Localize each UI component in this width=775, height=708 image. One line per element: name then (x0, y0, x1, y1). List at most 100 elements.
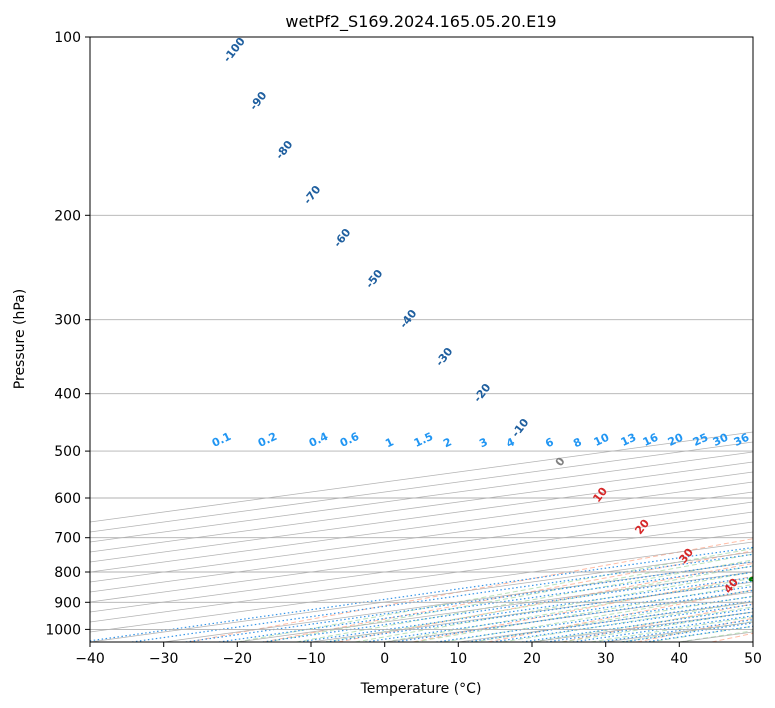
y-tick-label: 1000 (45, 622, 81, 638)
isotherm (679, 631, 753, 642)
isotherm (531, 611, 753, 642)
mixing-ratio-line (185, 561, 753, 642)
isotherm (90, 531, 753, 623)
x-tick-label: −40 (75, 651, 105, 667)
mixing-ratio-label: 10 (592, 431, 612, 449)
isotherm-label: -90 (247, 89, 270, 113)
x-tick-label: 0 (380, 651, 389, 667)
mixing-ratio-label: 1 (383, 435, 395, 450)
x-tick-label: 10 (449, 651, 467, 667)
dry-adiabat (412, 575, 753, 642)
y-tick-label: 400 (54, 387, 81, 403)
moist-adiabat (561, 611, 753, 642)
mixing-ratio-label: 3 (477, 435, 489, 450)
moist-adiabat (649, 625, 753, 642)
mixing-ratio-label: 36 (732, 431, 752, 449)
isotherm (90, 511, 753, 603)
isotherm-label: -10 (509, 416, 532, 440)
moist-adiabat (473, 595, 753, 642)
isotherm (384, 591, 753, 642)
isotherm-label: -70 (301, 183, 324, 207)
dry-adiabat (636, 617, 753, 642)
mixing-ratio-label: 1.5 (412, 430, 435, 450)
isotherm-label: -20 (471, 381, 494, 405)
y-tick-label: 100 (54, 30, 81, 46)
mixing-ratio-label: 0.2 (256, 430, 279, 450)
moist-adiabat (266, 553, 753, 642)
isotherm-label: -100 (221, 35, 248, 65)
isotherm (90, 551, 753, 642)
mixing-ratio-label: 0.6 (338, 430, 361, 450)
mixing-ratio-label: 16 (641, 431, 661, 449)
isotherm (90, 491, 753, 583)
isotherm-label: 0 (553, 455, 568, 469)
dry-adiabat (338, 562, 753, 642)
pressure-grid (90, 37, 753, 630)
y-tick-label: 600 (54, 491, 81, 507)
moist-adiabat (384, 577, 753, 642)
mixing-ratio-label: 13 (619, 431, 638, 449)
isotherm (90, 521, 753, 613)
dry-adiabat (562, 603, 753, 642)
y-tick-label: 900 (54, 595, 81, 611)
mixing-ratio-line (436, 595, 753, 642)
isotherm (90, 471, 753, 563)
isotherm-label: 20 (632, 517, 652, 537)
mixing-ratio-label: 2 (441, 435, 453, 450)
y-tick-label: 200 (54, 208, 81, 224)
y-tick-label: 300 (54, 313, 81, 329)
isotherm (90, 501, 753, 593)
mixing-ratio-label: 25 (691, 431, 710, 449)
chart-title: wetPf2_S169.2024.165.05.20.E19 (285, 12, 556, 32)
isotherm (90, 541, 753, 633)
mixing-ratio-line (467, 600, 753, 642)
mixing-ratio-line (492, 603, 753, 642)
isotherm-label: -40 (397, 307, 420, 331)
x-tick-label: −20 (223, 651, 253, 667)
moist-adiabat (679, 630, 753, 642)
mixing-ratio-label: 0.1 (210, 430, 233, 450)
moist-adiabat (414, 583, 753, 642)
x-axis-label: Temperature (°C) (360, 681, 482, 697)
x-tick-label: −10 (296, 651, 326, 667)
mixing-ratio-line (131, 553, 753, 642)
isotherm (752, 641, 753, 642)
dry-adiabat (487, 589, 753, 642)
mixing-ratio-line (522, 608, 753, 642)
background-lines (90, 431, 753, 642)
mixing-ratio-line (546, 611, 753, 642)
mixing-ratio-label: 20 (666, 431, 686, 449)
moist-adiabat (355, 571, 753, 642)
line-labels: -100-90-80-70-60-50-40-30-20-10010203040… (210, 35, 752, 596)
isotherm (90, 451, 753, 543)
isotherm-label: -50 (363, 267, 386, 291)
moist-adiabat (531, 606, 753, 642)
mixing-ratio-label: 6 (543, 435, 556, 450)
isotherm-label: -30 (433, 345, 456, 369)
x-tick-label: 50 (744, 651, 762, 667)
mixing-ratio-line (90, 546, 753, 642)
x-tick-label: 30 (597, 651, 615, 667)
plot-frame (89, 36, 754, 643)
isotherm-label: -60 (331, 226, 354, 250)
moist-adiabat (325, 565, 753, 642)
y-tick-label: 500 (54, 444, 81, 460)
dry-adiabat (711, 632, 753, 642)
isotherm (310, 581, 753, 642)
moist-adiabat (237, 548, 753, 642)
y-tick-label: 800 (54, 565, 81, 581)
moist-adiabat (502, 601, 753, 642)
mixing-ratio-label: 8 (571, 435, 583, 450)
y-tick-label: 700 (54, 531, 81, 547)
mixing-ratio-label: 30 (711, 431, 731, 449)
y-axis-label: Pressure (hPa) (12, 289, 28, 389)
isotherm-label: -80 (273, 138, 296, 162)
x-tick-label: −30 (149, 651, 179, 667)
axes: −40 −30 −20 −10 0 10 20 30 40 5010020030040050060… (45, 30, 762, 667)
x-tick-label: 40 (670, 651, 688, 667)
isotherm-label: 30 (676, 546, 696, 566)
x-tick-label: 20 (523, 651, 541, 667)
isotherm (90, 481, 753, 573)
dry-adiabat (263, 550, 753, 642)
